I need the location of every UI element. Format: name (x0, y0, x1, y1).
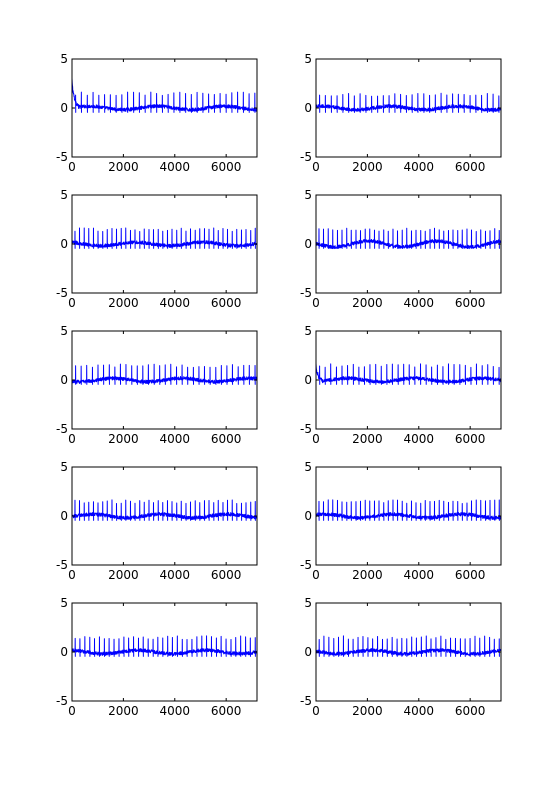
y-tick-label: 5 (304, 52, 312, 66)
x-tick-label: 0 (312, 160, 320, 174)
x-tick-label: 4000 (404, 296, 435, 310)
y-tick-label: -5 (300, 694, 312, 708)
x-tick-label: 2000 (352, 568, 383, 582)
y-tick-label: 5 (60, 324, 68, 338)
y-tick-label: 5 (60, 52, 68, 66)
x-tick-label: 4000 (404, 432, 435, 446)
x-tick-label: 6000 (211, 704, 242, 718)
x-tick-label: 6000 (211, 160, 242, 174)
x-tick-label: 0 (68, 296, 76, 310)
x-tick-label: 0 (312, 296, 320, 310)
y-tick-label: 0 (304, 237, 312, 251)
x-tick-label: 4000 (404, 704, 435, 718)
x-tick-label: 0 (312, 568, 320, 582)
x-tick-label: 0 (68, 432, 76, 446)
y-tick-label: 5 (304, 596, 312, 610)
y-tick-label: -5 (300, 150, 312, 164)
x-tick-label: 6000 (455, 568, 486, 582)
y-tick-label: 0 (60, 101, 68, 115)
x-tick-label: 4000 (160, 432, 191, 446)
x-tick-label: 2000 (108, 160, 139, 174)
y-tick-label: 0 (60, 645, 68, 659)
x-tick-label: 4000 (404, 160, 435, 174)
y-tick-label: 0 (304, 645, 312, 659)
x-tick-label: 6000 (211, 568, 242, 582)
y-tick-label: 5 (60, 188, 68, 202)
x-tick-label: 6000 (211, 432, 242, 446)
x-tick-label: 6000 (455, 160, 486, 174)
x-tick-label: 0 (68, 704, 76, 718)
y-tick-label: -5 (56, 150, 68, 164)
x-tick-label: 4000 (404, 568, 435, 582)
x-tick-label: 4000 (160, 296, 191, 310)
y-tick-label: -5 (56, 286, 68, 300)
x-tick-label: 4000 (160, 704, 191, 718)
x-tick-label: 2000 (352, 432, 383, 446)
y-tick-label: -5 (300, 286, 312, 300)
y-tick-label: -5 (56, 694, 68, 708)
y-tick-label: 0 (60, 237, 68, 251)
y-tick-label: 5 (304, 188, 312, 202)
x-tick-label: 6000 (455, 432, 486, 446)
x-tick-label: 0 (312, 704, 320, 718)
y-tick-label: 5 (304, 460, 312, 474)
x-tick-label: 2000 (352, 296, 383, 310)
x-tick-label: 0 (312, 432, 320, 446)
x-tick-label: 6000 (455, 296, 486, 310)
x-tick-label: 4000 (160, 160, 191, 174)
y-tick-label: -5 (300, 558, 312, 572)
x-tick-label: 6000 (455, 704, 486, 718)
y-tick-label: 5 (60, 596, 68, 610)
y-tick-label: 0 (304, 373, 312, 387)
x-tick-label: 0 (68, 568, 76, 582)
y-tick-label: -5 (300, 422, 312, 436)
y-tick-label: 5 (60, 460, 68, 474)
x-tick-label: 2000 (108, 296, 139, 310)
y-tick-label: 0 (304, 509, 312, 523)
x-tick-label: 2000 (108, 704, 139, 718)
x-tick-label: 2000 (352, 704, 383, 718)
x-tick-label: 4000 (160, 568, 191, 582)
y-tick-label: -5 (56, 558, 68, 572)
x-tick-label: 0 (68, 160, 76, 174)
y-tick-label: 0 (60, 373, 68, 387)
y-tick-label: 5 (304, 324, 312, 338)
x-tick-label: 6000 (211, 296, 242, 310)
y-tick-label: -5 (56, 422, 68, 436)
x-tick-label: 2000 (352, 160, 383, 174)
y-tick-label: 0 (304, 101, 312, 115)
x-tick-label: 2000 (108, 568, 139, 582)
x-tick-label: 2000 (108, 432, 139, 446)
y-tick-label: 0 (60, 509, 68, 523)
